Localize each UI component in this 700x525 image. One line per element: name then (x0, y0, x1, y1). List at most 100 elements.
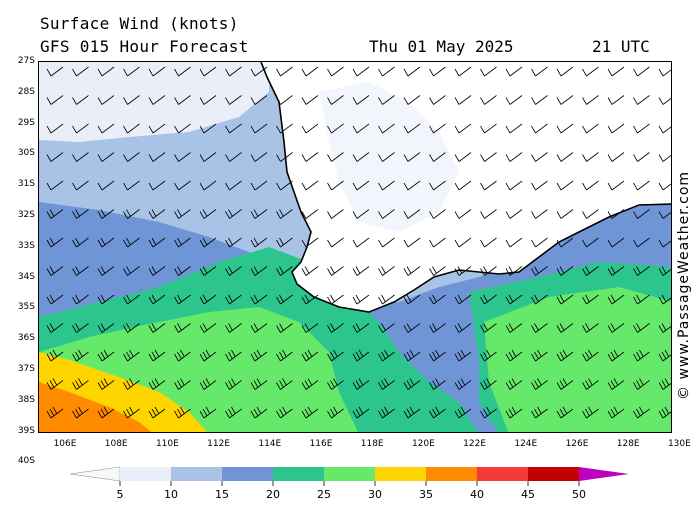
wind-barb (301, 123, 319, 134)
wind-barb (46, 406, 64, 419)
wind-barb (250, 349, 268, 362)
wind-barb (480, 323, 497, 333)
wind-barb (327, 349, 344, 362)
wind-barb (556, 237, 574, 248)
wind-barb (633, 323, 650, 333)
wind-barb (301, 266, 319, 276)
wind-barb (352, 266, 370, 276)
wind-barb (174, 266, 191, 276)
wind-barb (607, 323, 625, 333)
wind-barb (658, 125, 671, 134)
wind-barb (276, 406, 293, 419)
wind-barb (46, 378, 64, 390)
legend-swatch (528, 467, 579, 481)
wind-barb (327, 152, 344, 162)
wind-barb (658, 68, 671, 77)
wind-barb (148, 406, 166, 419)
lon-label: 124E (514, 439, 538, 449)
wind-barb (97, 323, 115, 333)
wind-barb (505, 266, 523, 276)
wind-barb (556, 180, 574, 191)
wind-barb (582, 294, 599, 305)
wind-barb (556, 95, 574, 105)
wind-barb (301, 180, 319, 191)
wind-barb (658, 211, 671, 219)
wind-barb (480, 294, 497, 305)
wind-barb (429, 95, 446, 105)
wind-barb (480, 123, 497, 134)
wind-barb (454, 294, 472, 305)
lat-label: 27S (17, 56, 35, 66)
wind-barb (378, 152, 395, 162)
lon-label: 112E (207, 439, 231, 449)
wind-barb (531, 237, 548, 248)
wind-barb (403, 294, 421, 305)
wind-barb (378, 266, 395, 276)
wind-barb (148, 323, 166, 333)
wind-barb (429, 378, 446, 390)
wind-barb (633, 152, 650, 162)
wind-barb (607, 266, 625, 276)
wind-barb (480, 406, 497, 419)
wind-barb (301, 66, 319, 77)
wind-barb (454, 378, 472, 390)
wind-barb (123, 378, 140, 390)
wind-barb (199, 209, 217, 219)
wind-barb (633, 123, 650, 134)
wind-barb (97, 237, 115, 248)
wind-barb (429, 266, 446, 276)
wind-barb (72, 66, 89, 77)
wind-barb (403, 378, 421, 390)
wind-barb (123, 66, 140, 77)
wind-barb (454, 123, 472, 134)
wind-barb (72, 237, 89, 248)
wind-barb (148, 95, 166, 105)
legend-value: 25 (317, 488, 331, 501)
lon-label: 116E (309, 439, 333, 449)
wind-barb (633, 294, 650, 305)
wind-barb (378, 180, 395, 191)
wind-barb (72, 180, 89, 191)
wind-barb (148, 66, 166, 77)
wind-barb (403, 323, 421, 333)
wind-barb (301, 323, 319, 333)
wind-barb (505, 95, 523, 105)
wind-barb (582, 66, 599, 77)
wind-barb (531, 294, 548, 305)
wind-barb (97, 378, 115, 390)
wind-map[interactable] (38, 61, 672, 433)
wind-barb (174, 209, 191, 219)
legend-value: 20 (266, 488, 280, 501)
wind-barb (123, 95, 140, 105)
wind-barb (531, 95, 548, 105)
wind-barb (480, 378, 497, 390)
wind-barb (658, 406, 671, 419)
wind-barb (582, 406, 599, 419)
wind-barb (480, 237, 497, 248)
lon-label: 108E (104, 439, 128, 449)
wind-barb (582, 349, 599, 362)
region-5-kt-nw (39, 62, 269, 142)
wind-barb (250, 406, 268, 419)
wind-barb (454, 152, 472, 162)
wind-barb (454, 95, 472, 105)
wind-barb (199, 406, 217, 419)
wind-barb (250, 323, 268, 333)
wind-barb (123, 323, 140, 333)
wind-barb (225, 66, 242, 77)
wind-barb (658, 349, 671, 362)
wind-barb (199, 152, 217, 162)
wind-barb (250, 294, 268, 305)
legend-arrow-low (70, 466, 121, 482)
wind-barb (327, 123, 344, 134)
wind-barb (352, 378, 370, 390)
lat-label: 31S (17, 179, 35, 190)
wind-barb (429, 323, 446, 333)
wind-barb (505, 294, 523, 305)
wind-barb (97, 294, 115, 305)
legend-value: 30 (368, 488, 382, 501)
lon-label: 118E (360, 439, 384, 449)
wind-barb (72, 266, 89, 276)
wind-barb (505, 66, 523, 77)
wind-barb (123, 406, 140, 419)
